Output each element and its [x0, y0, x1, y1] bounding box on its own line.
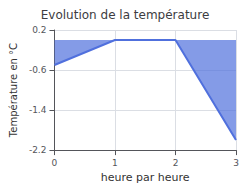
- svg-text:0.2: 0.2: [32, 25, 46, 35]
- svg-text:heure par heure: heure par heure: [101, 171, 190, 184]
- svg-text:Température en °C: Température en °C: [8, 43, 19, 138]
- svg-text:0: 0: [52, 158, 58, 168]
- svg-text:3: 3: [233, 158, 239, 168]
- svg-text:2: 2: [173, 158, 179, 168]
- svg-text:Evolution de la température: Evolution de la température: [41, 8, 210, 22]
- svg-text:-2.2: -2.2: [29, 145, 47, 155]
- svg-text:1: 1: [112, 158, 118, 168]
- svg-text:-0.6: -0.6: [29, 65, 47, 75]
- svg-text:-1.4: -1.4: [29, 105, 47, 115]
